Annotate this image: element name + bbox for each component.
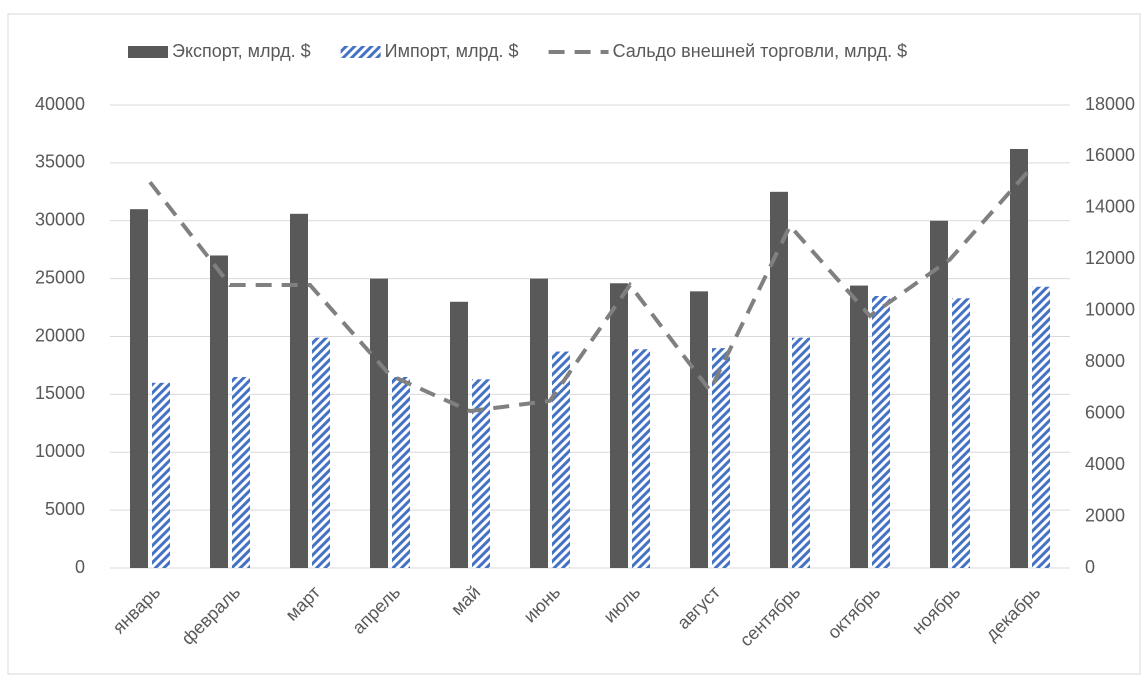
bar [370,278,388,568]
bar [712,348,730,568]
bar [232,377,250,568]
bar [770,191,788,568]
bar [450,301,468,568]
y-tick-label: 40000 [35,94,85,114]
legend-swatch [128,46,168,58]
y-tick-label: 30000 [35,210,85,230]
legend-label: Импорт, млрд. $ [385,41,519,61]
bar [850,285,868,568]
bar [792,337,810,568]
y2-tick-label: 2000 [1085,505,1125,525]
y-tick-label: 20000 [35,325,85,345]
y2-tick-label: 4000 [1085,454,1125,474]
y-tick-label: 25000 [35,267,85,287]
bar [872,295,890,568]
bar [152,382,170,568]
bar [952,298,970,568]
legend-swatch [340,46,381,58]
y-tick-label: 35000 [35,152,85,172]
bar [552,351,570,568]
bar [930,220,948,568]
bar [1010,148,1028,569]
y-tick-label: 0 [75,557,85,577]
y2-tick-label: 18000 [1085,94,1135,114]
y-tick-label: 15000 [35,383,85,403]
bar [290,213,308,568]
bar [130,209,148,569]
bar [690,291,708,568]
bar [632,349,650,568]
y-tick-label: 10000 [35,441,85,461]
y2-tick-label: 0 [1085,557,1095,577]
bar [610,283,628,568]
line-series [148,167,1032,414]
chart-frame [7,13,1141,675]
bar [530,278,548,568]
bar [392,377,410,568]
y2-tick-label: 12000 [1085,248,1135,268]
legend-label: Экспорт, млрд. $ [172,41,311,61]
legend-label: Сальдо внешней торговли, млрд. $ [613,41,908,61]
y2-tick-label: 14000 [1085,197,1135,217]
y2-tick-label: 10000 [1085,300,1135,320]
y2-tick-label: 16000 [1085,145,1135,165]
bar [472,379,490,568]
y2-tick-label: 6000 [1085,402,1125,422]
y-tick-label: 5000 [45,499,85,519]
bar [210,255,228,568]
bar [1032,286,1050,568]
bar [312,337,330,568]
y2-tick-label: 8000 [1085,351,1125,371]
